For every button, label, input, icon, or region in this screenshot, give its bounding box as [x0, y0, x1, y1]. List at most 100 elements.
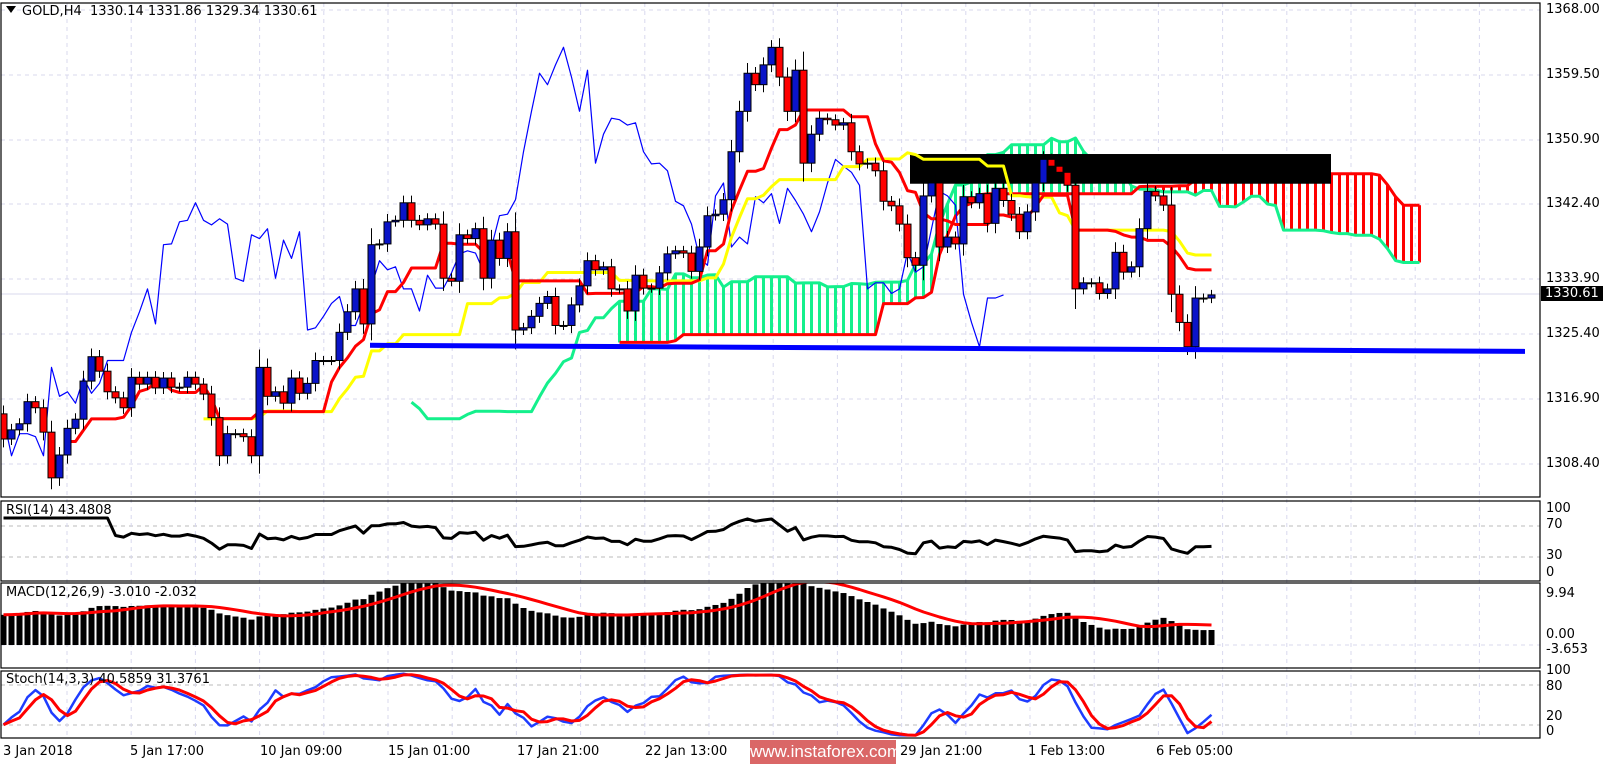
macd-histogram-bar	[760, 583, 767, 645]
macd-histogram-bar	[208, 609, 215, 645]
macd-histogram-bar	[72, 613, 79, 645]
macd-histogram-bar	[48, 614, 55, 645]
macd-histogram-bar	[216, 613, 223, 645]
candle-body	[479, 228, 488, 279]
candle	[319, 355, 328, 366]
macd-histogram-bar	[752, 584, 759, 645]
candle	[727, 139, 736, 212]
candle	[247, 429, 256, 464]
candle-body	[767, 46, 776, 66]
candle-body	[439, 223, 448, 279]
macd-pane	[1, 583, 1215, 645]
candle-body	[167, 377, 176, 388]
candle	[423, 213, 432, 231]
macd-histogram-bar	[352, 599, 359, 645]
time-tick-label: 5 Jan 17:00	[130, 744, 205, 759]
candle-body	[343, 311, 352, 333]
candle	[735, 100, 744, 163]
macd-histogram-bar	[1048, 614, 1055, 645]
macd-histogram-bar	[336, 605, 343, 645]
rsi-line	[3, 516, 1212, 556]
candle-body	[431, 218, 440, 225]
stoch-signal-line	[2, 673, 1213, 737]
macd-histogram-bar	[280, 614, 287, 645]
macd-histogram-bar	[464, 591, 471, 645]
candle-body	[1159, 195, 1168, 206]
macd-histogram-bar	[680, 609, 687, 645]
candle-body	[703, 215, 712, 248]
candle	[495, 232, 504, 266]
macd-histogram-bar	[1024, 620, 1031, 645]
candle-body	[231, 433, 240, 436]
candle	[311, 352, 320, 392]
candle	[823, 113, 832, 125]
candle	[535, 296, 544, 323]
candle-body	[519, 327, 528, 331]
macd-histogram-bar	[128, 605, 135, 645]
candle	[959, 185, 968, 256]
macd-histogram-bar	[816, 587, 823, 645]
candle-body	[1095, 282, 1104, 294]
macd-histogram-bar	[960, 624, 967, 645]
rsi-level-label: 70	[1546, 517, 1563, 532]
rsi-level-label: 0	[1546, 565, 1555, 580]
candle	[879, 161, 888, 211]
macd-histogram-bar	[584, 614, 591, 645]
macd-histogram-bar	[248, 619, 255, 645]
candle	[343, 304, 352, 340]
macd-histogram-bar	[528, 610, 535, 645]
candle-body	[791, 69, 800, 112]
candle	[1207, 289, 1216, 304]
candle	[279, 385, 288, 410]
macd-histogram-bar	[320, 608, 327, 645]
candle	[1015, 207, 1024, 239]
candle	[679, 245, 688, 258]
support-trendline[interactable]	[369, 342, 1526, 354]
macd-histogram-bar	[368, 594, 375, 645]
candle	[671, 245, 680, 259]
candle-body	[135, 376, 144, 385]
candle-body	[1063, 171, 1072, 186]
candle-body	[335, 331, 344, 362]
candle	[1087, 278, 1096, 288]
candle	[151, 371, 160, 395]
macd-histogram-bar	[1136, 626, 1143, 645]
macd-histogram-bar	[120, 606, 127, 645]
macd-histogram-bar	[88, 607, 95, 645]
candle	[271, 386, 280, 402]
candle	[47, 420, 56, 490]
macd-histogram-bar	[744, 588, 751, 645]
candle	[775, 38, 784, 87]
candle-body	[919, 195, 928, 266]
candle-body	[391, 219, 400, 223]
macd-histogram-bar	[968, 623, 975, 645]
candle-body	[447, 277, 456, 282]
macd-histogram-bar	[656, 613, 663, 645]
candle-body	[855, 151, 864, 165]
candle-body	[1015, 213, 1024, 233]
candle-body	[871, 162, 880, 172]
dropdown-triangle-icon[interactable]	[6, 6, 16, 13]
candle	[231, 429, 240, 439]
candle-body	[559, 324, 568, 327]
candle-body	[255, 366, 264, 457]
candle-body	[23, 401, 32, 425]
candle-body	[1183, 321, 1192, 348]
macd-histogram-bar	[824, 589, 831, 645]
stoch-level-label: 0	[1546, 724, 1555, 739]
candle-body	[1071, 184, 1080, 290]
macd-histogram-bar	[560, 617, 567, 645]
macd-histogram-bar	[728, 598, 735, 645]
candle	[375, 239, 384, 250]
macd-histogram-bar	[888, 611, 895, 645]
macd-histogram-bar	[1000, 619, 1007, 645]
macd-histogram-bar	[16, 613, 23, 645]
rsi-pane	[3, 516, 1212, 556]
candle	[503, 223, 512, 267]
candle-body	[711, 213, 720, 217]
time-tick-label: 29 Jan 21:00	[900, 744, 983, 759]
price-tick-label: 1342.40	[1546, 196, 1600, 211]
ohlc-close: 1330.61	[263, 4, 318, 19]
candle	[591, 254, 600, 276]
